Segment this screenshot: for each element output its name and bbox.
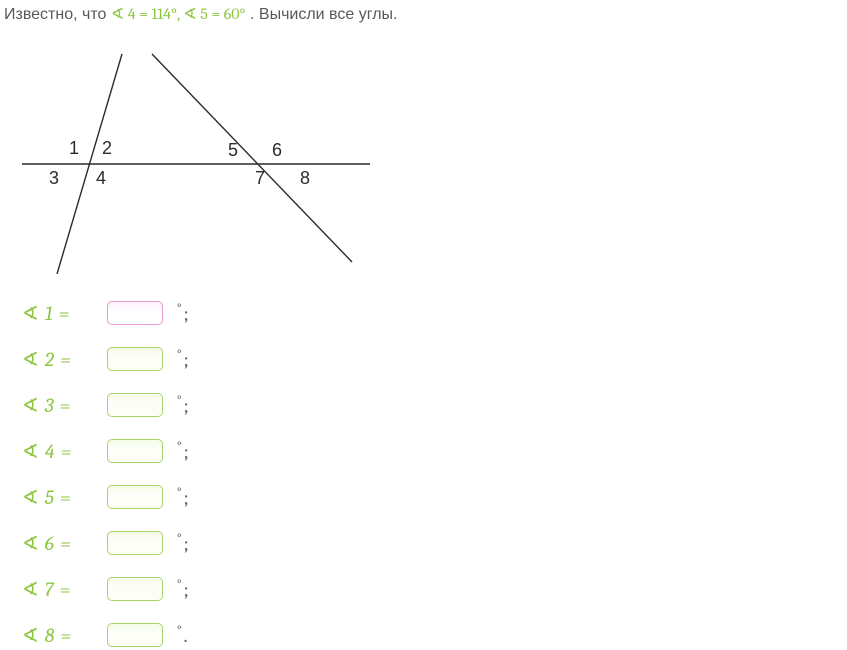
answer-unit-6: °; xyxy=(177,532,189,555)
answer-label-7: ∢7 = xyxy=(22,577,107,601)
problem-statement: Известно, что ∢ 4 = 114°, ∢ 5 = 60° . Вы… xyxy=(4,4,843,24)
angle-3-input[interactable] xyxy=(107,393,163,417)
answer-unit-3: °; xyxy=(177,394,189,417)
answer-row-5: ∢5 = °; xyxy=(22,483,843,511)
angle-label-2: 2 xyxy=(102,138,112,158)
angle-label-7: 7 xyxy=(255,168,265,188)
angle-label-1: 1 xyxy=(69,138,79,158)
diagram-line xyxy=(152,54,352,262)
answer-unit-7: °; xyxy=(177,578,189,601)
angle-label-8: 8 xyxy=(300,168,310,188)
answer-label-3: ∢3 = xyxy=(22,393,107,417)
answer-unit-5: °; xyxy=(177,486,189,509)
diagram: 1 2 3 4 5 67 8 xyxy=(12,44,843,279)
answer-label-1: ∢1 = xyxy=(22,301,107,325)
answer-row-6: ∢6 = °; xyxy=(22,529,843,557)
answer-label-4: ∢4 = xyxy=(22,439,107,463)
answer-label-2: ∢2 = xyxy=(22,347,107,371)
angle-1-input[interactable] xyxy=(107,301,163,325)
answer-row-2: ∢2 = °; xyxy=(22,345,843,373)
angle-label-6: 6 xyxy=(272,140,282,160)
angle-7-input[interactable] xyxy=(107,577,163,601)
prompt-suffix: . Вычисли все углы. xyxy=(250,6,397,23)
angle-label-5: 5 xyxy=(228,140,238,160)
angle-2-input[interactable] xyxy=(107,347,163,371)
answer-label-5: ∢5 = xyxy=(22,485,107,509)
prompt-prefix: Известно, что xyxy=(4,6,111,23)
answer-label-8: ∢8 = xyxy=(22,623,107,647)
answer-row-3: ∢3 = °; xyxy=(22,391,843,419)
answer-unit-4: °; xyxy=(177,440,189,463)
angle-5-input[interactable] xyxy=(107,485,163,509)
angle-4-input[interactable] xyxy=(107,439,163,463)
answer-unit-8: °. xyxy=(177,624,188,647)
answer-unit-1: °; xyxy=(177,302,189,325)
angle-label-3: 3 xyxy=(49,168,59,188)
answers-list: ∢1 =°;∢2 =°;∢3 =°;∢4 =°;∢5 =°;∢6 =°;∢7 =… xyxy=(22,299,843,649)
answer-row-4: ∢4 = °; xyxy=(22,437,843,465)
answer-unit-2: °; xyxy=(177,348,189,371)
prompt-given: ∢ 4 = 114°, ∢ 5 = 60° xyxy=(111,5,246,23)
angle-8-input[interactable] xyxy=(107,623,163,647)
answer-row-8: ∢8 = °. xyxy=(22,621,843,649)
angle-6-input[interactable] xyxy=(107,531,163,555)
answer-row-7: ∢7 = °; xyxy=(22,575,843,603)
angle-label-4: 4 xyxy=(96,168,106,188)
answer-label-6: ∢6 = xyxy=(22,531,107,555)
angles-diagram-svg: 1 2 3 4 5 67 8 xyxy=(12,44,372,274)
answer-row-1: ∢1 = °; xyxy=(22,299,843,327)
